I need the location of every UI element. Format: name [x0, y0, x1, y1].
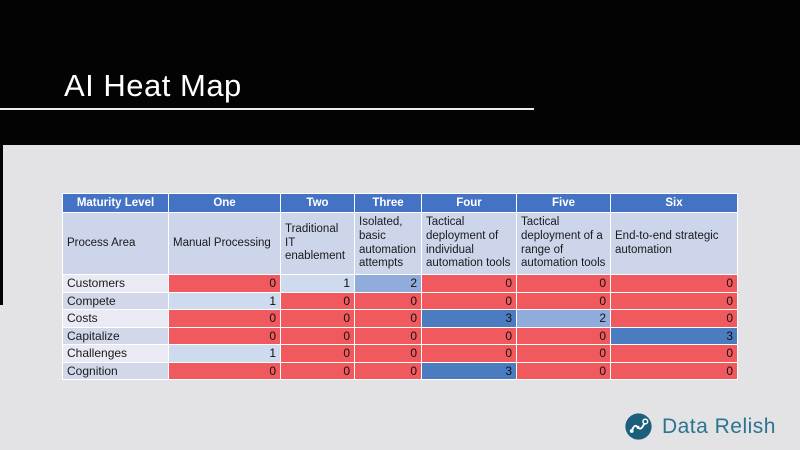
heat-cell: 0 — [610, 274, 738, 293]
desc-cell-four: Tactical deployment of individual automa… — [421, 212, 517, 275]
heat-cell: 1 — [280, 274, 355, 293]
heat-cell: 0 — [421, 274, 517, 293]
maturity-level-header-row: Maturity Level One Two Three Four Five S… — [62, 193, 738, 213]
column-header-one: One — [168, 193, 281, 213]
desc-cell-one: Manual Processing — [168, 212, 281, 275]
heat-cell: 0 — [610, 361, 738, 380]
desc-cell-six: End-to-end strategic automation — [610, 212, 738, 275]
heat-cell: 0 — [354, 361, 422, 380]
column-header-two: Two — [280, 193, 355, 213]
heat-cell: 0 — [168, 361, 281, 380]
heat-cell: 0 — [354, 326, 422, 345]
heat-cell: 3 — [610, 326, 738, 345]
row-label: Costs — [62, 309, 169, 328]
heat-cell: 0 — [280, 309, 355, 328]
line-chart-circle-icon — [624, 412, 653, 441]
column-header-six: Six — [610, 193, 738, 213]
heat-cell: 1 — [168, 344, 281, 363]
heat-cell: 0 — [354, 344, 422, 363]
heat-cell: 2 — [516, 309, 611, 328]
table-row-costs: Costs 0 0 0 3 2 0 — [62, 309, 738, 328]
desc-cell-two: Traditional IT enablement — [280, 212, 355, 275]
page-title: AI Heat Map — [64, 68, 242, 103]
heat-cell: 3 — [421, 309, 517, 328]
heat-cell: 0 — [280, 326, 355, 345]
heat-cell: 0 — [168, 274, 281, 293]
heat-cell: 0 — [516, 361, 611, 380]
heat-cell: 0 — [421, 326, 517, 345]
table-row-cognition: Cognition 0 0 0 3 0 0 — [62, 361, 738, 380]
heat-cell: 0 — [280, 344, 355, 363]
table-row-customers: Customers 0 1 2 0 0 0 — [62, 274, 738, 293]
column-header-four: Four — [421, 193, 517, 213]
column-header-three: Three — [354, 193, 422, 213]
heat-map-table: Maturity Level One Two Three Four Five S… — [62, 193, 738, 380]
heat-cell: 0 — [280, 361, 355, 380]
slide-left-edge — [0, 145, 3, 305]
heat-cell: 0 — [168, 309, 281, 328]
heat-cell: 0 — [516, 274, 611, 293]
heat-cell: 0 — [421, 344, 517, 363]
row-label: Challenges — [62, 344, 169, 363]
heat-cell: 0 — [516, 326, 611, 345]
heat-cell: 3 — [421, 361, 517, 380]
logo-text: Data Relish — [661, 414, 776, 438]
row-label: Compete — [62, 291, 169, 310]
table-row-compete: Compete 1 0 0 0 0 0 — [62, 291, 738, 310]
slide-header: AI Heat Map — [0, 0, 800, 145]
process-area-label: Process Area — [62, 212, 169, 275]
heat-cell: 0 — [354, 309, 422, 328]
heat-cell: 0 — [516, 291, 611, 310]
desc-cell-three: Isolated, basic automation attempts — [354, 212, 422, 275]
process-area-description-row: Process Area Manual Processing Tradition… — [62, 212, 738, 275]
heat-map-body: Customers 0 1 2 0 0 0 Compete 1 0 0 0 0 … — [62, 274, 738, 380]
heat-cell: 0 — [421, 291, 517, 310]
table-row-capitalize: Capitalize 0 0 0 0 0 3 — [62, 326, 738, 345]
table-row-challenges: Challenges 1 0 0 0 0 0 — [62, 344, 738, 363]
heat-cell: 2 — [354, 274, 422, 293]
column-header-five: Five — [516, 193, 611, 213]
heat-cell: 1 — [168, 291, 281, 310]
heat-cell: 0 — [280, 291, 355, 310]
heat-cell: 0 — [610, 309, 738, 328]
heat-cell: 0 — [516, 344, 611, 363]
data-relish-logo: Data Relish — [624, 412, 776, 441]
row-label: Capitalize — [62, 326, 169, 345]
desc-cell-five: Tactical deployment of a range of automa… — [516, 212, 611, 275]
column-header-maturity-level: Maturity Level — [62, 193, 169, 213]
row-label: Customers — [62, 274, 169, 293]
heat-cell: 0 — [168, 326, 281, 345]
title-underline — [0, 108, 534, 110]
heat-cell: 0 — [610, 344, 738, 363]
row-label: Cognition — [62, 361, 169, 380]
heat-cell: 0 — [610, 291, 738, 310]
heat-cell: 0 — [354, 291, 422, 310]
